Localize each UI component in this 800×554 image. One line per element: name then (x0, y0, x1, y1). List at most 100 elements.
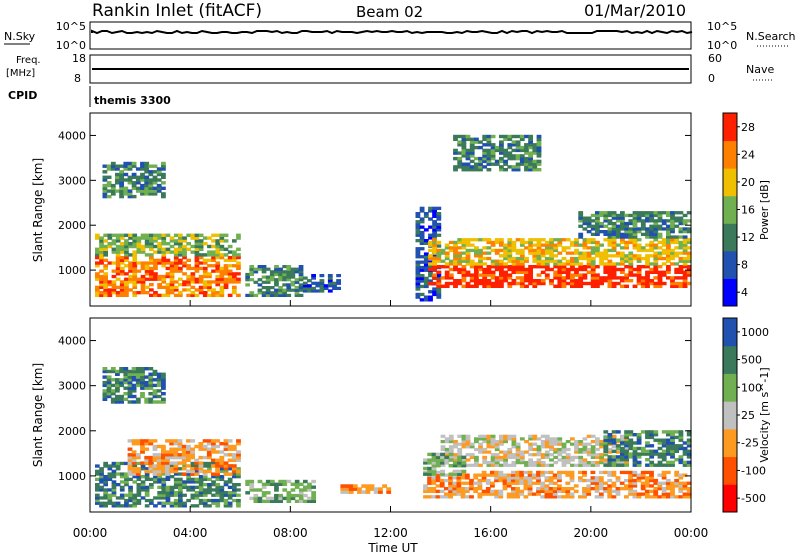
data-cell (461, 458, 467, 462)
data-cell (594, 476, 600, 480)
data-cell (215, 475, 221, 479)
y-tick-label: 1000 (58, 470, 86, 483)
data-cell (490, 243, 496, 247)
data-cell (132, 504, 138, 508)
data-cell (365, 487, 371, 491)
data-cell (215, 467, 220, 471)
data-cell (302, 286, 308, 290)
data-cell (528, 267, 533, 272)
data-cell (286, 275, 292, 279)
data-cell (586, 463, 592, 467)
data-cell (544, 259, 550, 263)
data-cell (532, 437, 538, 441)
data-cell (135, 472, 141, 476)
data-cell (131, 458, 137, 462)
data-cell (327, 279, 333, 283)
data-cell (682, 227, 688, 231)
data-cell (173, 288, 179, 292)
data-cell (111, 469, 117, 473)
data-cell (511, 165, 517, 169)
data-cell (649, 230, 655, 234)
data-cell (515, 455, 521, 459)
data-cell (544, 243, 550, 247)
data-cell (194, 247, 200, 251)
data-cell (524, 450, 529, 454)
data-cell (653, 213, 659, 218)
data-cell (607, 487, 613, 491)
data-cell (469, 145, 475, 150)
data-cell (432, 246, 437, 250)
data-cell (219, 291, 225, 295)
data-cell (232, 483, 237, 487)
data-cell (278, 270, 283, 274)
data-cell (148, 464, 154, 468)
data-cell (431, 466, 437, 471)
data-cell (469, 151, 475, 155)
data-cell (257, 283, 263, 287)
velocity-colorbar-label: Velocity [m s^-1] (758, 367, 771, 462)
data-cell (95, 264, 100, 268)
data-cell (435, 461, 441, 465)
data-cell (119, 367, 124, 371)
data-cell (461, 442, 467, 446)
data-cell (503, 248, 508, 253)
data-cell (536, 437, 542, 441)
data-cell (182, 236, 187, 240)
data-cell (236, 264, 241, 268)
data-cell (678, 246, 684, 250)
data-cell (181, 461, 187, 465)
data-cell (194, 253, 200, 257)
data-cell (119, 400, 124, 404)
data-cell (261, 280, 267, 284)
data-cell (144, 266, 150, 271)
data-cell (432, 212, 437, 216)
data-cell (448, 262, 454, 266)
data-cell (511, 262, 517, 266)
data-cell (620, 246, 625, 250)
data-cell (457, 156, 463, 161)
x-axis-label: Time UT (367, 541, 418, 554)
data-cell (423, 298, 429, 302)
data-cell (148, 378, 154, 382)
data-cell (236, 493, 241, 497)
data-cell (165, 472, 170, 476)
data-cell (298, 491, 304, 495)
data-cell (494, 276, 500, 280)
data-cell (460, 473, 466, 477)
data-cell (440, 445, 446, 449)
data-cell (124, 272, 129, 276)
data-cell (649, 463, 655, 467)
data-cell (444, 243, 450, 247)
data-cell (586, 240, 592, 245)
data-cell (165, 258, 171, 262)
data-cell (223, 467, 229, 471)
data-cell (453, 279, 458, 283)
data-cell (603, 276, 609, 280)
data-cell (582, 219, 588, 223)
data-cell (253, 488, 259, 492)
data-cell (486, 442, 492, 446)
data-cell (649, 216, 655, 220)
data-cell (665, 478, 671, 483)
data-cell (436, 206, 442, 210)
data-cell (311, 479, 316, 484)
data-cell (215, 439, 220, 443)
data-cell (490, 156, 496, 161)
data-cell (236, 475, 241, 479)
data-cell (144, 269, 150, 273)
data-cell (494, 455, 500, 459)
data-cell (528, 265, 533, 269)
data-cell (578, 476, 583, 480)
data-cell (678, 216, 684, 220)
data-cell (448, 455, 454, 459)
data-cell (153, 272, 158, 276)
data-cell (111, 250, 117, 254)
data-cell (153, 475, 158, 479)
data-cell (269, 291, 275, 295)
data-cell (569, 478, 575, 483)
data-cell (107, 501, 113, 505)
data-cell (528, 437, 533, 441)
data-cell (636, 446, 642, 451)
freq-tick-top: 18 (72, 52, 86, 65)
data-cell (519, 254, 525, 258)
